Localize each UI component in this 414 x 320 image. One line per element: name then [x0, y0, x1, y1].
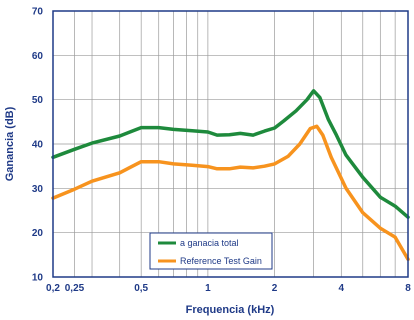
legend: a ganacia total Reference Test Gain: [149, 232, 273, 270]
legend-box: [149, 232, 273, 270]
x-tick-label: 0,25: [65, 283, 85, 294]
y-tick-label: 10: [32, 273, 44, 284]
y-tick-label: 20: [32, 228, 44, 239]
series-line-reference-gain: [51, 124, 410, 262]
y-tick-label: 40: [32, 140, 44, 151]
legend-label-reference-gain: Reference Test Gain: [180, 256, 262, 266]
x-tick-label: 0,2: [46, 283, 60, 294]
y-tick-label: 30: [32, 184, 44, 195]
series-lines: [51, 89, 410, 262]
tick-labels: 10 20 30 40 50 60 70 0,2 0,25 0,5 1 2 4 8: [32, 7, 411, 295]
y-tick-label: 50: [32, 95, 44, 106]
x-tick-label: 0,5: [134, 283, 148, 294]
series-line-total-gain: [51, 89, 410, 219]
x-tick-label: 8: [405, 283, 411, 294]
plot-border: [52, 10, 409, 278]
legend-label-total-gain: a ganacia total: [180, 238, 239, 248]
y-tick-label: 70: [32, 7, 44, 18]
x-tick-label: 4: [339, 283, 345, 294]
x-tick-label: 2: [272, 283, 278, 294]
y-axis-title: Ganancia (dB): [4, 106, 16, 181]
x-axis-title: Frequencia (kHz): [186, 304, 275, 316]
y-tick-label: 60: [32, 51, 44, 62]
x-tick-label: 1: [205, 283, 211, 294]
